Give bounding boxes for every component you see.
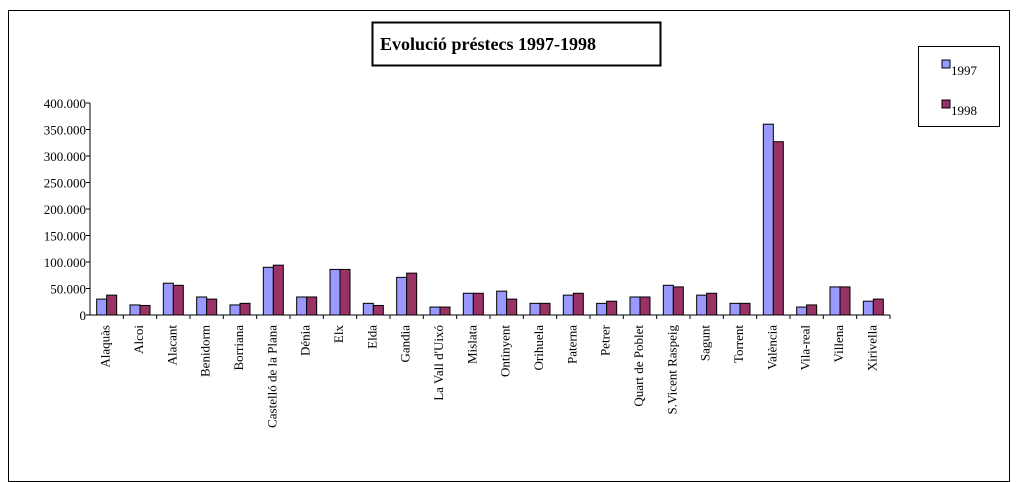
bar [206, 298, 218, 316]
bar [772, 141, 784, 316]
x-tick-label: Orihuela [531, 325, 546, 371]
bar [696, 294, 708, 316]
bar [229, 304, 241, 316]
bar [496, 290, 508, 316]
bar [572, 292, 584, 316]
bar [562, 294, 574, 316]
bar [196, 296, 208, 316]
bar [629, 296, 641, 316]
bar [272, 264, 284, 316]
bar [796, 306, 808, 316]
bar [172, 284, 184, 316]
bar [662, 284, 674, 316]
x-tick-label: Dénia [298, 325, 313, 356]
x-tick-label: Paterna [564, 325, 579, 364]
x-tick-label: Mislata [464, 325, 479, 364]
y-tick-label: 200.000 [44, 202, 86, 217]
bar [96, 298, 108, 316]
bar [472, 292, 484, 316]
legend-label: 1998 [951, 103, 977, 118]
x-tick-label: Ontinyent [498, 325, 513, 377]
x-tick-label: Vila-real [798, 325, 813, 371]
x-tick-label: Sagunt [698, 325, 713, 362]
legend-label: 1997 [951, 63, 978, 78]
bar [396, 276, 408, 316]
x-tick-label: S.Vicent Raspeig [664, 325, 679, 415]
bar [862, 300, 874, 316]
bar [872, 298, 884, 316]
x-tick-label: Quart de Poblet [631, 325, 646, 407]
bar [329, 268, 341, 316]
bar [529, 302, 541, 316]
bar [762, 123, 774, 316]
legend-swatch [941, 59, 951, 69]
bar [372, 304, 384, 316]
x-tick-label: Xirivella [864, 325, 879, 371]
bar [296, 296, 308, 316]
chart-title: Evolució préstecs 1997-1998 [380, 34, 596, 54]
bar [672, 286, 684, 316]
y-tick-label: 100.000 [44, 255, 86, 270]
chart-border [8, 10, 1010, 482]
x-tick-label: València [764, 325, 779, 370]
x-tick-label: Petrer [598, 324, 613, 356]
x-tick-label: Alacant [164, 325, 179, 366]
bar [596, 302, 608, 316]
bar [362, 302, 374, 316]
bar [729, 302, 741, 316]
bar [406, 272, 418, 316]
bar [506, 298, 518, 316]
y-tick-label: 150.000 [44, 228, 86, 243]
bar [262, 266, 274, 316]
y-tick-label: 0 [80, 308, 87, 323]
y-tick-label: 250.000 [44, 175, 86, 190]
bar [739, 302, 751, 316]
bar [706, 292, 718, 316]
bar [106, 294, 118, 316]
x-tick-label: Alaquàs [98, 325, 113, 368]
bar [806, 304, 818, 316]
x-tick-label: La Vall d'Uixó [431, 325, 446, 401]
x-tick-label: Benidorm [198, 325, 213, 377]
bar [429, 306, 441, 316]
title-box [371, 21, 662, 67]
bar [462, 292, 474, 316]
x-tick-label: Elda [364, 325, 379, 349]
bar [129, 304, 141, 316]
bar [339, 268, 351, 316]
x-tick-label: Borriana [231, 325, 246, 371]
x-tick-label: Elx [331, 325, 346, 344]
y-tick-label: 400.000 [44, 96, 86, 111]
bar [839, 286, 851, 316]
bar [139, 304, 151, 316]
bar [829, 286, 841, 316]
bar [239, 302, 251, 316]
legend-swatch [941, 99, 951, 109]
x-tick-label: Castelló de la Plana [264, 325, 279, 428]
bar [539, 302, 551, 316]
x-tick-label: Torrent [731, 325, 746, 363]
legend-box [918, 46, 1000, 127]
bar [306, 296, 318, 316]
y-tick-label: 350.000 [44, 122, 86, 137]
bar [439, 306, 451, 316]
bar [162, 282, 174, 316]
x-tick-label: Gandia [398, 325, 413, 363]
x-tick-label: Alcoi [131, 325, 146, 354]
y-tick-label: 50.000 [50, 281, 86, 296]
x-tick-label: Villena [831, 325, 846, 363]
bar [606, 300, 618, 316]
y-tick-label: 300.000 [44, 149, 86, 164]
bar [639, 296, 651, 316]
